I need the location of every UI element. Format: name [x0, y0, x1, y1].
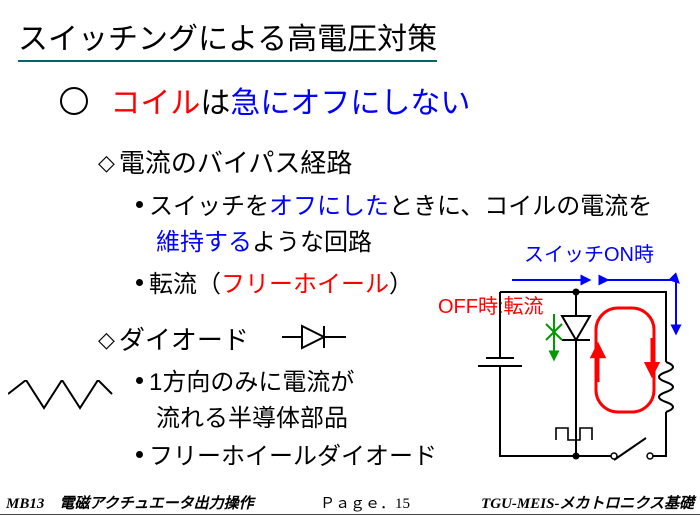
node-bottom: [573, 453, 580, 460]
bypass-line3: 転流（フリーホイール）: [136, 268, 413, 302]
circuit-outline: [478, 292, 673, 460]
footer-right: TGU-MEIS-メカトロニクス基礎: [481, 492, 694, 513]
footer: MB13 電磁アクチュエータ出力操作 Ｐａｇｅ．15 TGU-MEIS-メカトロ…: [0, 514, 700, 519]
main-seg3: 急にオフにしない: [230, 87, 470, 120]
bypass-1a: スイッチを: [149, 193, 269, 220]
bypass-heading: ◇電流のバイパス経路: [98, 145, 352, 181]
switch-terminal-right: [647, 453, 653, 459]
footer-page-label: Ｐａｇｅ．: [320, 496, 395, 512]
zigzag-line: [8, 380, 112, 408]
bypass-line2: 維持するような回路: [156, 226, 372, 260]
off-current-loop: [596, 308, 654, 412]
circle-marker: [60, 87, 88, 115]
diode-line1: 1方向のみに電流が: [136, 366, 354, 400]
footer-left: MB13 電磁アクチュエータ出力操作: [6, 492, 254, 513]
zigzag-icon: [8, 380, 118, 410]
main-bullet: コイルは急にオフにしない: [60, 78, 470, 122]
footer-page: Ｐａｇｅ．15: [320, 492, 410, 513]
dot-icon: [136, 451, 143, 458]
dot-icon: [136, 201, 143, 208]
dot-icon: [136, 377, 143, 384]
circuit-diagram: [436, 262, 696, 478]
diode-l1: 1方向のみに電流が: [149, 369, 354, 396]
diode-green-arrow: [546, 314, 562, 356]
page-title: スイッチングによる高電圧対策: [18, 14, 437, 62]
footer-page-num: 15: [395, 496, 410, 512]
diode-symbol-icon: [280, 322, 350, 352]
diamond-icon: ◇: [98, 325, 115, 356]
dot-icon: [136, 279, 143, 286]
bypass-heading-text: 電流のバイパス経路: [119, 148, 352, 178]
bypass-2b: ような回路: [252, 229, 372, 256]
main-seg2: は: [200, 87, 230, 120]
footer-code: MB13: [6, 496, 44, 512]
main-seg1: コイル: [110, 87, 200, 120]
bypass-2a: 維持する: [156, 229, 252, 256]
bypass-1b: オフにした: [269, 193, 389, 220]
bypass-3c: ）: [389, 271, 413, 298]
bypass-line1: スイッチをオフにしたときに、コイルの電流を: [136, 190, 652, 224]
switch-terminal-left: [611, 453, 617, 459]
bypass-3b: フリーホイール: [221, 271, 389, 298]
diode-l2: 流れる半導体部品: [156, 405, 348, 432]
diode-l3: フリーホイールダイオード: [149, 443, 437, 470]
node-top: [573, 289, 580, 296]
diode-line3: フリーホイールダイオード: [136, 440, 437, 474]
diode-line2: 流れる半導体部品: [156, 402, 348, 436]
diamond-icon: ◇: [98, 148, 115, 179]
diode-heading: ◇ダイオード: [98, 322, 249, 358]
bypass-1c: ときに、コイルの電流を: [389, 193, 652, 220]
slide: スイッチングによる高電圧対策 コイルは急にオフにしない ◇電流のバイパス経路 ス…: [0, 0, 700, 525]
footer-title: 電磁アクチュエータ出力操作: [44, 496, 253, 512]
bypass-3a: 転流（: [149, 271, 221, 298]
diode-heading-text: ダイオード: [119, 325, 249, 355]
